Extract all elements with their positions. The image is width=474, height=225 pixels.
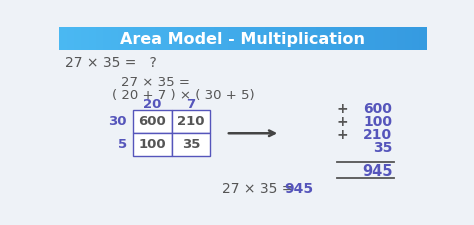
Bar xyxy=(346,27,354,50)
Text: 5: 5 xyxy=(118,138,127,151)
Bar xyxy=(199,27,207,50)
Bar xyxy=(82,27,90,50)
Bar xyxy=(412,27,420,50)
Bar xyxy=(172,133,210,156)
Bar xyxy=(368,27,376,50)
Bar xyxy=(177,27,185,50)
Bar xyxy=(272,27,281,50)
Bar xyxy=(375,27,383,50)
Text: +: + xyxy=(337,128,348,142)
Bar xyxy=(140,27,148,50)
Bar xyxy=(191,27,200,50)
Text: +: + xyxy=(337,115,348,129)
Text: 27 × 35 =   ?: 27 × 35 = ? xyxy=(65,56,157,70)
Text: 20: 20 xyxy=(143,98,162,111)
Bar xyxy=(397,27,405,50)
Bar xyxy=(383,27,391,50)
Bar xyxy=(236,27,244,50)
Bar xyxy=(317,27,325,50)
Bar xyxy=(301,27,310,50)
Text: 35: 35 xyxy=(182,138,200,151)
Text: 945: 945 xyxy=(362,164,392,179)
Bar xyxy=(228,27,237,50)
Bar xyxy=(110,27,119,50)
Text: 35: 35 xyxy=(373,141,392,155)
Bar xyxy=(250,27,258,50)
Bar xyxy=(360,27,369,50)
Bar xyxy=(309,27,317,50)
Text: 600: 600 xyxy=(364,102,392,116)
Bar xyxy=(162,27,170,50)
Text: 210: 210 xyxy=(364,128,392,142)
Bar xyxy=(419,27,428,50)
Bar xyxy=(133,27,141,50)
Bar xyxy=(172,110,210,133)
Bar xyxy=(184,27,192,50)
Bar xyxy=(287,27,295,50)
Bar xyxy=(258,27,266,50)
Bar xyxy=(265,27,273,50)
Bar xyxy=(280,27,288,50)
Text: 7: 7 xyxy=(186,98,196,111)
Text: 100: 100 xyxy=(138,138,166,151)
Bar xyxy=(118,27,126,50)
Text: 210: 210 xyxy=(177,115,205,128)
Bar xyxy=(405,27,413,50)
Text: 100: 100 xyxy=(364,115,392,129)
Bar xyxy=(213,27,222,50)
Text: 27 × 35 =: 27 × 35 = xyxy=(121,76,190,89)
Bar xyxy=(169,27,178,50)
Text: +: + xyxy=(337,102,348,116)
Bar xyxy=(133,110,172,133)
Bar xyxy=(103,27,111,50)
Text: Area Model - Multiplication: Area Model - Multiplication xyxy=(120,32,365,47)
Bar xyxy=(96,27,104,50)
Text: 30: 30 xyxy=(108,115,127,128)
Bar xyxy=(294,27,302,50)
Bar xyxy=(390,27,398,50)
Bar xyxy=(221,27,229,50)
Bar xyxy=(353,27,361,50)
Bar xyxy=(133,133,172,156)
Text: 27 × 35 =: 27 × 35 = xyxy=(222,182,298,196)
Text: 945: 945 xyxy=(284,182,313,196)
Text: 600: 600 xyxy=(138,115,166,128)
Bar xyxy=(59,50,427,200)
Bar xyxy=(66,27,75,50)
Bar xyxy=(155,27,163,50)
Bar xyxy=(89,27,97,50)
Bar xyxy=(331,27,339,50)
Text: ( 20 + 7 ) × ( 30 + 5): ( 20 + 7 ) × ( 30 + 5) xyxy=(112,89,255,102)
Bar xyxy=(59,27,67,50)
Bar xyxy=(147,27,155,50)
Bar xyxy=(324,27,332,50)
Bar xyxy=(243,27,251,50)
Bar xyxy=(125,27,134,50)
Bar xyxy=(74,27,82,50)
Bar xyxy=(206,27,214,50)
Bar xyxy=(338,27,346,50)
